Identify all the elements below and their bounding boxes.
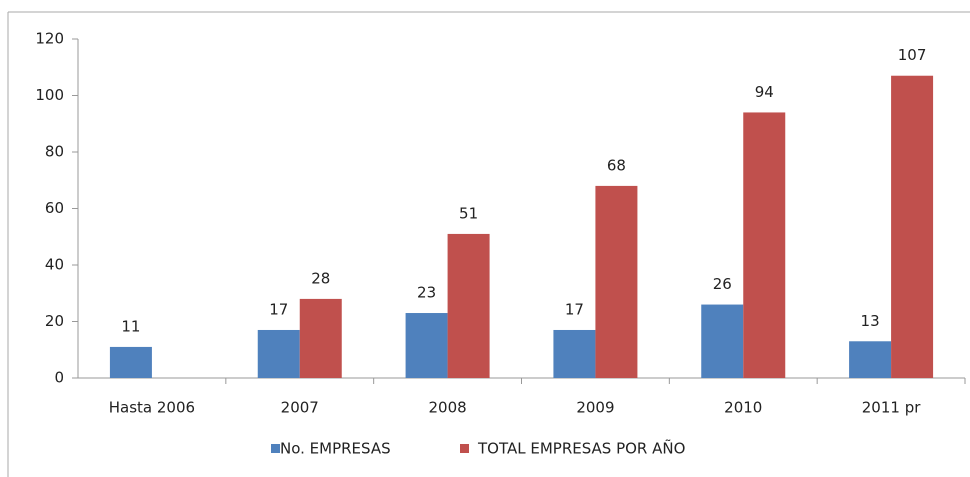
bar	[849, 341, 892, 378]
y-tick-label: 20	[45, 312, 64, 330]
bar	[257, 329, 300, 378]
value-label: 68	[607, 156, 626, 174]
y-tick-label: 0	[54, 369, 64, 387]
x-tick-label: 2008	[428, 399, 466, 417]
value-label: 23	[417, 284, 436, 302]
bar	[299, 298, 342, 378]
x-tick-label: 2010	[724, 399, 762, 417]
y-tick-label: 100	[35, 86, 64, 104]
x-tick-label: 2007	[281, 399, 319, 417]
value-label: 26	[713, 275, 732, 293]
y-tick-label: 60	[45, 199, 64, 217]
legend-label: TOTAL EMPRESAS POR AÑO	[477, 439, 685, 458]
value-label: 17	[565, 300, 584, 318]
bar	[891, 75, 934, 378]
value-label: 94	[755, 83, 774, 101]
value-label: 17	[269, 300, 288, 318]
bar	[447, 233, 490, 378]
legend-swatch	[271, 444, 280, 453]
bar	[595, 185, 638, 378]
value-label: 28	[311, 269, 330, 287]
bar	[553, 329, 596, 378]
value-label: 51	[459, 204, 478, 222]
y-tick-label: 80	[45, 143, 64, 161]
bar	[405, 313, 448, 378]
x-tick-label: Hasta 2006	[109, 399, 195, 417]
x-tick-label: 2011 pr	[862, 399, 921, 417]
value-label: 11	[121, 317, 140, 335]
value-label: 107	[898, 46, 927, 64]
y-tick-label: 40	[45, 256, 64, 274]
bar	[109, 346, 152, 378]
legend-label: No. EMPRESAS	[280, 440, 391, 458]
bar	[743, 112, 786, 378]
x-tick-label: 2009	[576, 399, 614, 417]
value-label: 13	[861, 312, 880, 330]
bar	[701, 304, 744, 378]
y-tick-label: 120	[35, 30, 64, 48]
legend-swatch	[460, 444, 469, 453]
